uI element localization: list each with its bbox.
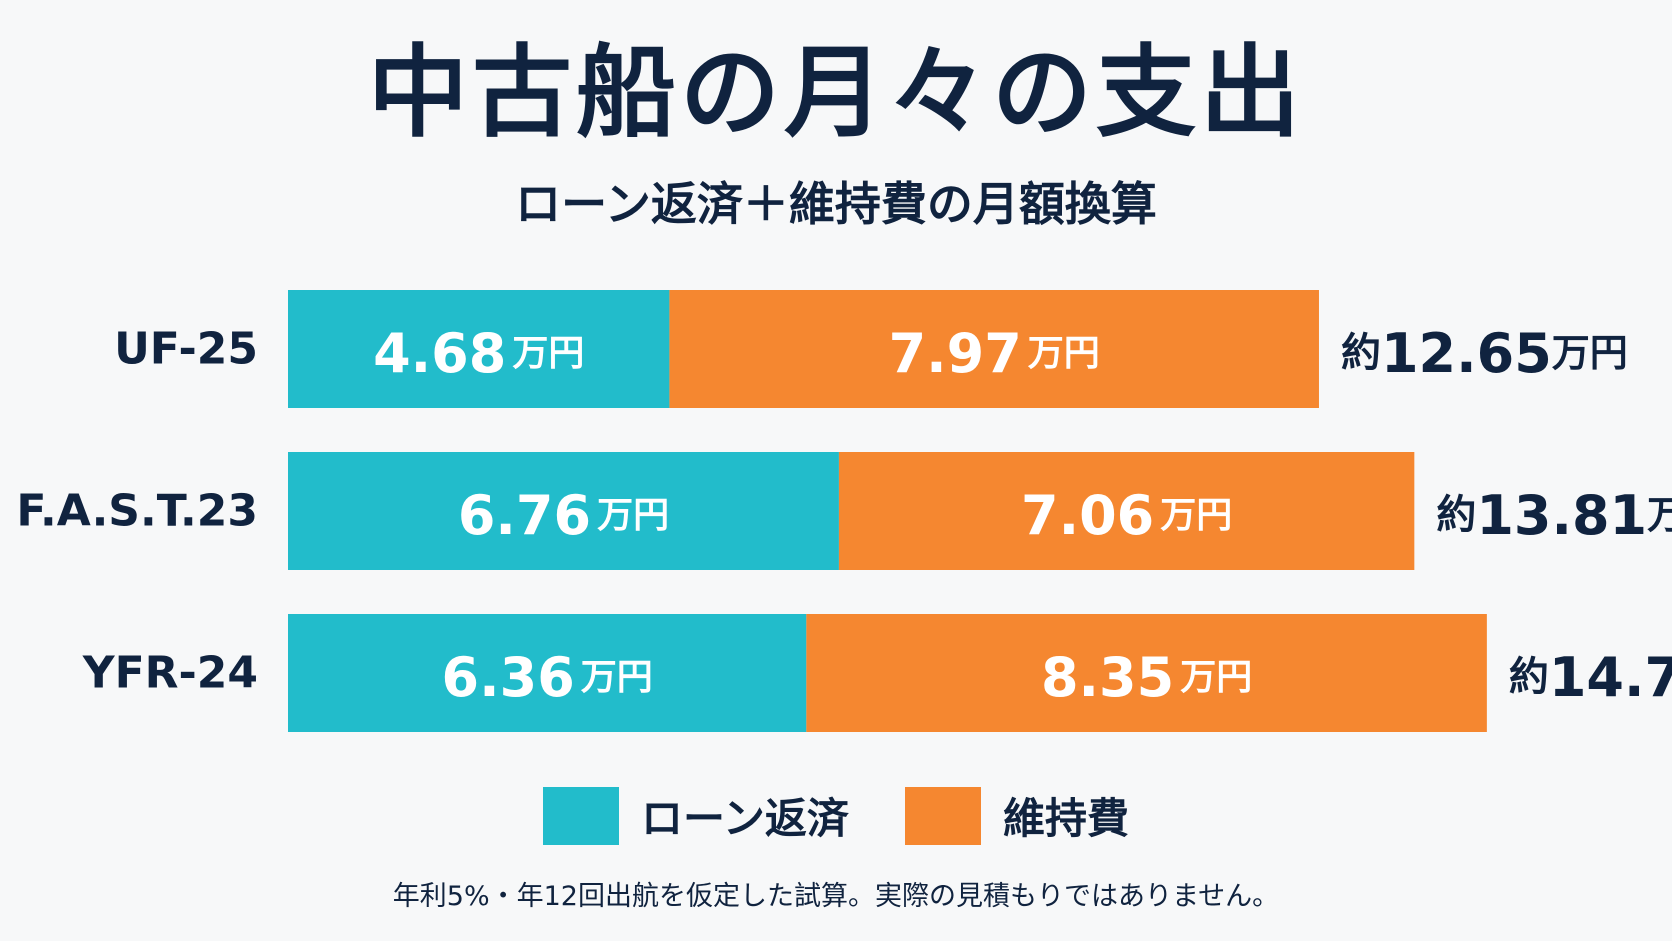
total-label: 約12.65万円 [1341,322,1628,385]
bar-segment-maintenance [669,290,1319,408]
legend-label-maintenance: 維持費 [1002,794,1129,843]
data-label: 7.97 万円 [889,322,1100,385]
footnote: 年利5%・年12回出航を仮定した試算。実際の見積もりではありません。 [392,881,1280,912]
chart-title: 中古船の月々の支出 [368,34,1304,151]
data-label: 6.36 万円 [442,646,653,709]
chart-subtitle: ローン返済＋維持費の月額換算 [515,177,1157,231]
bar-segment-loan [288,452,839,570]
data-label: 7.06 万円 [1021,484,1232,547]
bar-segment-loan [288,290,670,408]
legend: ローン返済 維持費 [0,785,1672,846]
data-label: 8.35 万円 [1041,646,1252,709]
total-label: 約13.81万円 [1436,484,1672,547]
legend-item-loan: ローン返済 [543,785,849,846]
bar-segment-maintenance [806,614,1487,732]
data-label: 4.68 万円 [373,322,584,385]
legend-swatch-maintenance [904,786,981,845]
bar-segment-maintenance [838,452,1415,570]
stacked-bar-chart: UF-25 4.68 万円 7.97 万円 約12.65万円 F.A.S.T.23 6.76 万… [16,290,1672,732]
legend-label-loan: ローン返済 [641,794,849,843]
bar-segment-loan [288,614,807,732]
category-label: UF-25 [114,324,258,375]
category-label: F.A.S.T.23 [16,486,258,537]
category-label: YFR-24 [82,648,258,699]
data-label: 6.76 万円 [458,484,669,547]
total-label: 約14.71万円 [1509,646,1672,709]
legend-swatch-loan [543,786,620,845]
legend-item-maintenance: 維持費 [904,785,1129,846]
